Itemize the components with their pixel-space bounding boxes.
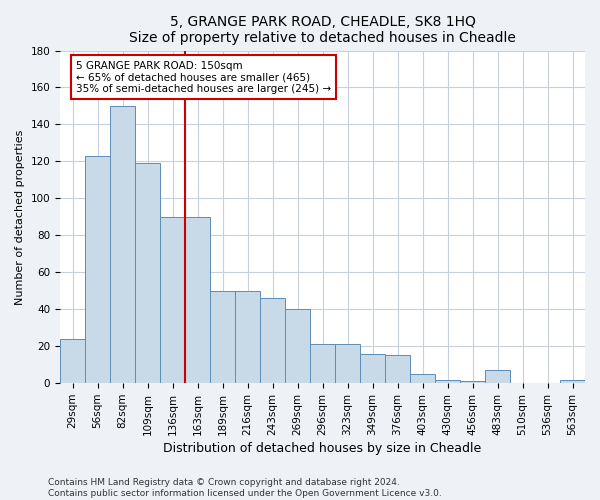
Bar (85, 156, 110, 383)
Bar (185, 217, 210, 383)
Bar (285, 310, 310, 383)
Bar (485, 370, 510, 383)
Bar (435, 380, 460, 383)
Text: Contains HM Land Registry data © Crown copyright and database right 2024.
Contai: Contains HM Land Registry data © Crown c… (48, 478, 442, 498)
Bar (135, 164, 160, 383)
Bar (210, 291, 235, 383)
Bar (260, 298, 285, 383)
Bar (410, 374, 435, 383)
Bar (560, 380, 585, 383)
Bar (335, 344, 360, 383)
Bar (310, 344, 335, 383)
Title: 5, GRANGE PARK ROAD, CHEADLE, SK8 1HQ
Size of property relative to detached hous: 5, GRANGE PARK ROAD, CHEADLE, SK8 1HQ Si… (129, 15, 516, 45)
Bar (460, 382, 485, 383)
Bar (235, 291, 260, 383)
Y-axis label: Number of detached properties: Number of detached properties (15, 129, 25, 304)
Bar (385, 356, 410, 383)
Bar (110, 106, 135, 383)
Bar (360, 354, 385, 383)
Text: 5 GRANGE PARK ROAD: 150sqm
← 65% of detached houses are smaller (465)
35% of sem: 5 GRANGE PARK ROAD: 150sqm ← 65% of deta… (76, 60, 331, 94)
Bar (160, 217, 185, 383)
X-axis label: Distribution of detached houses by size in Cheadle: Distribution of detached houses by size … (163, 442, 482, 455)
Bar (60, 339, 85, 383)
